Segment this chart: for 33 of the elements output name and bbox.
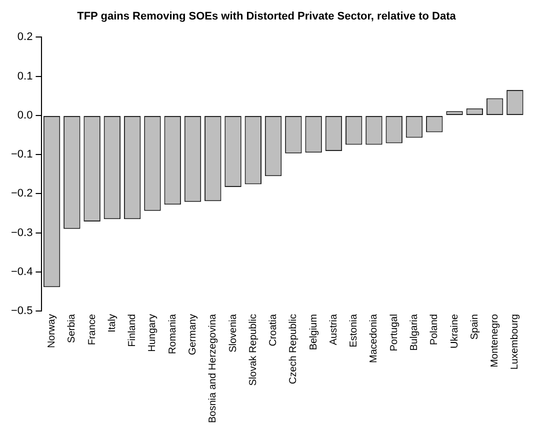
x-tick-label: Romania xyxy=(167,314,178,354)
y-tick-label: 0.2 xyxy=(17,31,33,44)
x-tick-label: Serbia xyxy=(66,314,78,343)
x-tick-label: Bulgaria xyxy=(408,314,420,351)
y-tick-label: −0.1 xyxy=(10,148,33,161)
x-tick-label: Hungary xyxy=(147,314,158,352)
x-tick-label: Luxembourg xyxy=(510,314,521,370)
x-tick-label: Germany xyxy=(187,314,198,356)
y-tick-label: −0.2 xyxy=(10,188,33,200)
x-tick-label: Ukraine xyxy=(449,314,460,349)
x-tick-label: Italy xyxy=(106,314,118,332)
x-tick-label: Finland xyxy=(127,314,138,347)
x-tick-label: Spain xyxy=(469,314,480,340)
x-tick-label: Austria xyxy=(328,314,340,346)
y-tick-label: 0.0 xyxy=(17,109,33,122)
x-tick-label: Slovak Republic xyxy=(248,314,259,386)
y-tick-label: −0.4 xyxy=(10,266,33,278)
x-tick-label: Montenegro xyxy=(490,314,501,368)
x-tick-label: Belgium xyxy=(308,314,320,350)
x-tick-label: Estonia xyxy=(348,314,360,348)
x-tick-label: Czech Republic xyxy=(288,314,300,384)
x-tick-label: Portugal xyxy=(388,314,400,352)
x-tick-label: Croatia xyxy=(268,314,280,346)
x-tick-label: Slovenia xyxy=(228,314,239,352)
x-tick-label: Norway xyxy=(46,314,58,348)
y-tick-label: −0.3 xyxy=(10,226,33,239)
chart-title: TFP gains Removing SOEs with Distorted Private Sector, relative to Data xyxy=(77,10,457,23)
x-tick-label: Macedonia xyxy=(368,314,380,363)
x-tick-label: Bosnia and Herzegovina xyxy=(208,314,219,424)
x-tick-label: France xyxy=(86,314,98,346)
y-tick-label: 0.1 xyxy=(17,70,33,82)
y-tick-label: −0.5 xyxy=(10,305,33,318)
x-tick-label: Poland xyxy=(429,314,440,346)
